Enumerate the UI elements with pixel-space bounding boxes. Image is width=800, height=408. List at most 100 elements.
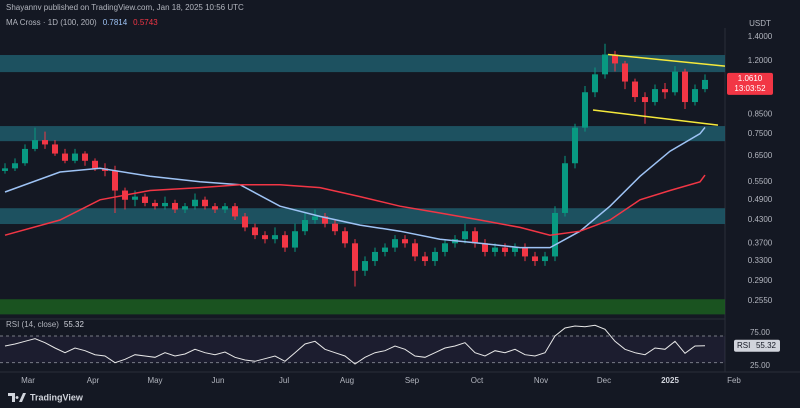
candle-body [352,243,358,271]
x-tick-label: May [147,376,162,385]
candle-body [462,231,468,240]
x-tick-label: Jun [212,376,225,385]
price-label-box [727,72,773,95]
candle-body [512,247,518,252]
candle-body [532,256,538,262]
candle-body [702,79,708,90]
candle-body [572,127,578,164]
x-tick-label: Nov [534,376,548,385]
y-tick-label: 0.2550 [748,296,773,305]
candle-body [412,243,418,257]
y-tick-label: 0.3700 [748,238,773,247]
channel-line [607,53,725,67]
candle-body [542,256,548,262]
candle-body [692,89,698,103]
legend-value: 0.7814 [103,18,128,27]
y-tick-label: 0.4300 [748,215,773,224]
y-tick-label: 1.2000 [748,56,773,65]
x-tick-label: 2025 [661,376,679,385]
x-tick-label: Apr [87,376,100,385]
candle-body [252,227,258,236]
candle-body [62,153,68,161]
candle-body [602,54,608,75]
y-tick-label: 0.7500 [748,129,773,138]
candle-body [582,92,588,128]
countdown: 13:03:52 [734,84,766,93]
candle-body [242,216,248,228]
candle-body [22,148,28,164]
candle-body [72,153,78,161]
x-tick-label: Oct [471,376,484,385]
candle-body [12,163,18,169]
candle-body [492,247,498,252]
candle-body [212,206,218,210]
y-tick-label: 0.8500 [748,109,773,118]
zone [0,126,725,142]
candle-body [422,256,428,262]
candle-body [162,202,168,207]
x-tick-label: Jul [279,376,289,385]
x-tick-label: Sep [405,376,420,385]
candle-body [362,261,368,271]
candle-body [262,235,268,240]
rsi-legend-value: 55.32 [64,320,85,329]
x-tick-label: Feb [727,376,741,385]
candle-body [2,168,8,171]
rsi-tick-label: 25.00 [750,361,771,370]
candle-body [82,153,88,161]
candle-body [592,74,598,93]
candle-body [52,144,58,154]
candle-body [342,231,348,244]
y-tick-label: 1.4000 [748,32,773,41]
candle-body [222,206,228,210]
candle-body [652,89,658,103]
logo-icon [8,393,26,402]
candle-body [272,235,278,240]
candle-body [522,247,528,257]
candle-body [622,63,628,82]
candle-body [372,251,378,262]
candle-body [382,247,388,252]
candle-body [112,170,118,191]
currency: USDT [749,19,771,28]
y-tick-label: 0.2900 [748,276,773,285]
candle-body [502,247,508,252]
candle-body [632,81,638,98]
price-label: 1.0610 [738,74,763,83]
candle-body [662,89,668,93]
candle-body [142,196,148,203]
candle-body [322,216,328,224]
candle-body [302,220,308,232]
candle-body [292,231,298,248]
candle-body [442,243,448,252]
candle-body [32,140,38,149]
moving-average [4,174,706,236]
candle-body [562,163,568,213]
candle-body [402,239,408,244]
header: Shayannv published on TradingView.com, J… [6,3,244,12]
rsi-axis-value: 55.32 [756,341,777,350]
x-tick-label: Mar [21,376,35,385]
candle-body [92,160,98,169]
candle-body [612,54,618,64]
y-tick-label: 0.3300 [748,256,773,265]
y-tick-label: 0.5500 [748,177,773,186]
candle-body [392,239,398,248]
footer-logo: TradingView [30,392,84,402]
candle-body [182,206,188,210]
candle-body [482,243,488,252]
candle-body [672,71,678,93]
y-tick-label: 0.6500 [748,151,773,160]
rsi-line [4,324,706,365]
moving-average [4,126,706,249]
candle-body [312,216,318,221]
rsi-label-box [734,339,780,352]
rsi-band-fill [0,336,725,363]
rsi-tick-label: 75.00 [750,328,771,337]
candle-body [682,71,688,103]
candle-body [282,235,288,248]
candle-body [172,202,178,210]
zone [0,55,725,73]
legend-value: 0.5743 [133,18,158,27]
